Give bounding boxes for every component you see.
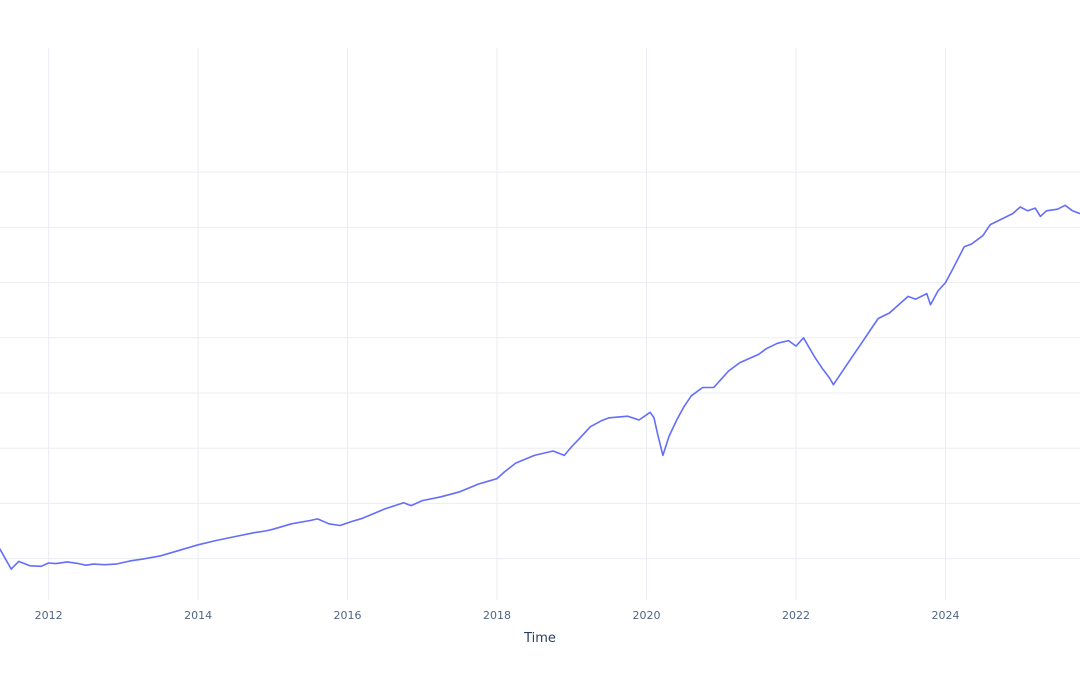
x-tick-label-2012: 2012 — [35, 609, 63, 622]
plot-area — [0, 48, 1080, 600]
series-line-0 — [0, 204, 1080, 570]
x-tick-label-2022: 2022 — [782, 609, 810, 622]
x-tick-label-2016: 2016 — [334, 609, 362, 622]
x-tick-label-2018: 2018 — [483, 609, 511, 622]
x-axis-title: Time — [523, 631, 556, 646]
x-axis-tick-labels: 2012 2014 2016 2018 2020 2022 2024 — [35, 609, 960, 622]
x-tick-label-2020: 2020 — [633, 609, 661, 622]
y-gridlines — [0, 171, 1080, 560]
x-gridlines — [48, 48, 946, 600]
x-tick-label-2024: 2024 — [932, 609, 960, 622]
series-group — [0, 204, 1080, 570]
x-tick-label-2014: 2014 — [184, 609, 212, 622]
